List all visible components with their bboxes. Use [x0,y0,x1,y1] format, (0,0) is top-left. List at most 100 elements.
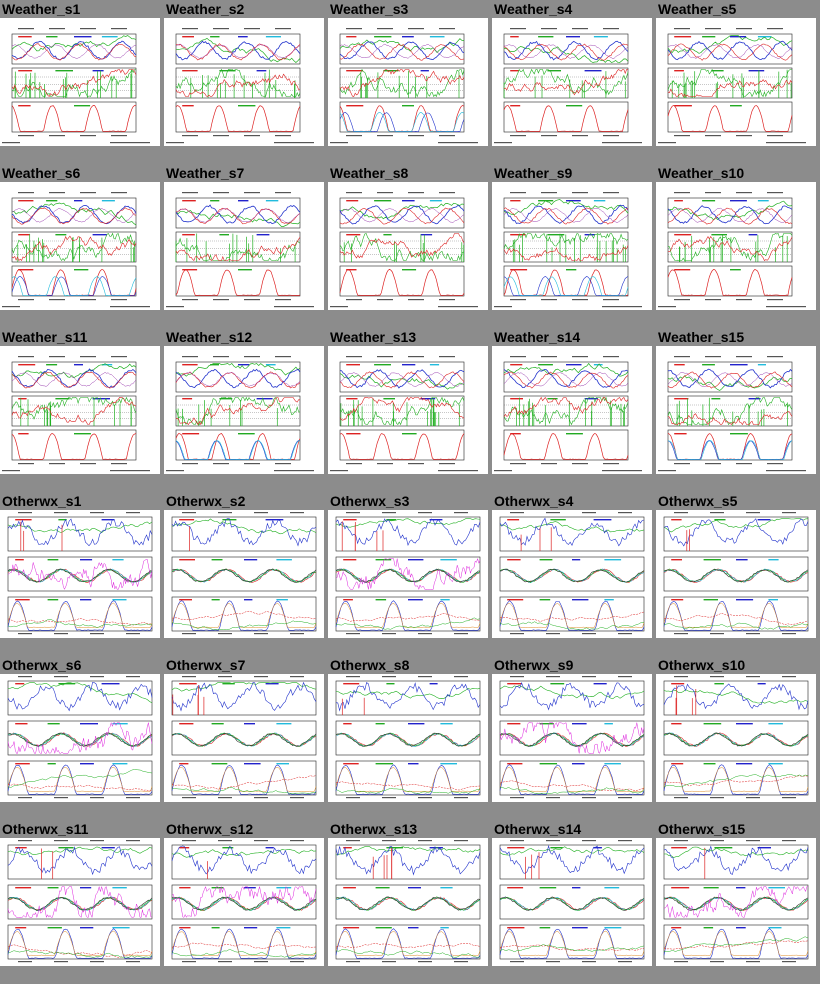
legend-swatch [80,763,94,765]
plot-thumbnail-o14[interactable] [492,838,652,966]
axis-tick-label [546,961,560,963]
legend-swatch [768,887,785,889]
plot-thumbnail-o2[interactable] [164,510,324,638]
panel-middle [7,884,153,920]
plot-frame [663,924,809,960]
axis-tick-label [674,512,688,514]
plot-thumbnail-w6[interactable] [0,182,160,310]
wind-direction-trace [339,68,465,98]
plot-thumbnail-o13[interactable] [328,838,488,966]
axis-tick-label [418,961,432,963]
plot-thumbnail-o11[interactable] [0,838,160,966]
trace-temperature [335,568,481,583]
axis-tick-label [746,961,760,963]
plot-thumbnail-w12[interactable] [164,346,324,474]
plot-thumbnail-w8[interactable] [328,182,488,310]
plot-cell-o6: Otherwx_s6 [0,656,160,802]
trace-radiation [663,767,809,792]
panel-temperature-humidity [11,361,137,393]
plot-thumbnail-w7[interactable] [164,182,324,310]
trace-temperature [499,568,645,583]
legend-swatch [703,887,719,889]
footer-text [166,306,184,308]
footer-text [602,306,642,308]
plot-frame [335,760,481,796]
plot-thumbnail-o5[interactable] [656,510,816,638]
wind-direction-trace [503,68,629,96]
plot-thumbnail-w15[interactable] [656,346,816,474]
plot-cell-w3: Weather_s3 [328,0,488,146]
legend-swatch [674,269,691,271]
plot-thumbnail-w2[interactable] [164,18,324,146]
plot-frame [7,680,153,716]
plot-thumbnail-o3[interactable] [328,510,488,638]
plot-thumbnail-o8[interactable] [328,674,488,802]
axis-tick-label [18,512,32,514]
plot-thumbnail-o15[interactable] [656,838,816,966]
plot-image [499,840,645,963]
trace-radiation [7,930,153,956]
plot-thumbnail-w9[interactable] [492,182,652,310]
legend-swatch [265,36,281,38]
axis-tick-label [182,797,196,799]
legend-swatch [768,559,779,561]
plot-thumbnail-w13[interactable] [328,346,488,474]
plot-thumbnail-o12[interactable] [164,838,324,966]
axis-tick-label [510,356,526,358]
panel-upper [171,516,317,552]
plot-thumbnail-o6[interactable] [0,674,160,802]
wind-speed-trace [503,69,629,96]
legend-swatch [256,234,270,236]
plot-frame [175,429,301,461]
legend-swatch [18,105,31,107]
panel-temperature-humidity [503,361,629,393]
plot-cell-o13: Otherwx_s13 [328,820,488,966]
plot-thumbnail-o1[interactable] [0,510,160,638]
trace-dashed [663,775,809,787]
dewpoint-trace [339,371,465,389]
plot-frame [11,265,137,297]
legend-swatch [15,519,32,521]
legend-swatch [244,887,256,889]
plot-thumbnail-w1[interactable] [0,18,160,146]
legend-swatch [736,599,754,601]
plot-thumbnail-o9[interactable] [492,674,652,802]
plot-thumbnail-w10[interactable] [656,182,816,310]
panel-middle [335,556,481,592]
legend-swatch [211,927,220,929]
plot-thumbnail-w4[interactable] [492,18,652,146]
legend-swatch [604,763,621,765]
plot-thumbnail-w5[interactable] [656,18,816,146]
legend-swatch [101,36,118,38]
plot-frame [175,265,301,297]
legend-swatch [343,519,357,521]
dewpoint-trace [503,207,629,225]
axis-tick-label [408,463,424,465]
axis-tick-label [213,192,229,194]
axis-tick-label [618,633,632,635]
plot-thumbnail-w11[interactable] [0,346,160,474]
plot-frame [11,361,137,393]
axis-tick-label [49,192,65,194]
legend-swatch [593,36,608,38]
plot-thumbnail-w14[interactable] [492,346,652,474]
axis-tick-label [618,961,632,963]
trace-dashed [7,944,153,958]
footer-text [166,142,184,144]
plot-thumbnail-w3[interactable] [328,18,488,146]
trace-blue [499,844,645,875]
axis-tick-label [541,356,557,358]
legend-swatch [702,200,716,202]
axis-tick-label [18,797,32,799]
plot-thumbnail-o4[interactable] [492,510,652,638]
panel-middle [335,720,481,756]
panel-lower [7,596,153,632]
plot-thumbnail-o7[interactable] [164,674,324,802]
plot-thumbnail-o10[interactable] [656,674,816,802]
footer-text [330,470,348,472]
trace-magenta [171,885,317,918]
axis-tick-label [782,512,796,514]
trace-radiation [499,602,645,628]
axis-tick-label [18,676,32,678]
plot-frame [663,884,809,920]
